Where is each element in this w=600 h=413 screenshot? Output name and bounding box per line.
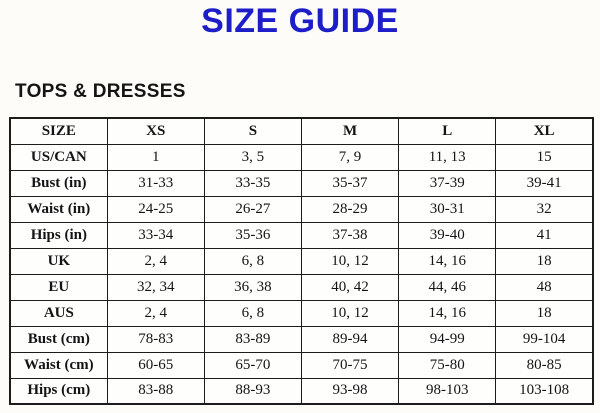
table-cell: 15: [495, 143, 594, 171]
table-cell: 37-39: [398, 169, 497, 197]
table-cell: 10, 12: [300, 247, 400, 275]
table-cell: 70-75: [300, 351, 400, 379]
row-label: UK: [9, 247, 108, 275]
table-cell: 36, 38: [203, 273, 302, 301]
table-cell: 78-83: [106, 325, 205, 353]
row-label: AUS: [9, 299, 108, 327]
table-cell: 35-37: [300, 169, 400, 197]
table-cell: 39-40: [398, 221, 497, 249]
table-cell: 32: [495, 195, 594, 223]
table-row: AUS 2, 4 6, 8 10, 12 14, 16 18: [9, 299, 594, 327]
table-cell: 35-36: [203, 221, 302, 249]
column-header: XS: [106, 117, 205, 145]
column-header: M: [300, 117, 400, 145]
size-chart-body: US/CAN 1 3, 5 7, 9 11, 13 15 Bust (in) 31-33 33-…: [9, 143, 594, 405]
table-cell: 65-70: [203, 351, 302, 379]
table-cell: 94-99: [398, 325, 497, 353]
table-cell: 48: [495, 273, 594, 301]
table-row: EU 32, 34 36, 38 40, 42 44, 46 48: [9, 273, 594, 301]
size-chart-header: SIZE XS S M L XL: [9, 117, 594, 145]
table-cell: 28-29: [300, 195, 400, 223]
table-cell: 103-108: [495, 377, 594, 405]
table-cell: 6, 8: [203, 247, 302, 275]
page-title: SIZE GUIDE: [201, 2, 399, 40]
table-cell: 89-94: [300, 325, 400, 353]
table-row: Hips (cm) 83-88 88-93 93-98 98-103 103-108: [9, 377, 594, 405]
table-cell: 6, 8: [203, 299, 302, 327]
table-cell: 14, 16: [398, 247, 497, 275]
table-row: Bust (in) 31-33 33-35 35-37 37-39 39-41: [9, 169, 594, 197]
table-cell: 80-85: [495, 351, 594, 379]
row-label: Hips (in): [9, 221, 108, 249]
table-cell: 10, 12: [300, 299, 400, 327]
table-cell: 2, 4: [106, 299, 205, 327]
table-cell: 44, 46: [398, 273, 497, 301]
table-row: Waist (in) 24-25 26-27 28-29 30-31 32: [9, 195, 594, 223]
table-cell: 14, 16: [398, 299, 497, 327]
table-cell: 98-103: [398, 377, 497, 405]
table-row: US/CAN 1 3, 5 7, 9 11, 13 15: [9, 143, 594, 171]
column-header: S: [203, 117, 302, 145]
section-heading-tops-dresses: TOPS & DRESSES: [15, 81, 186, 102]
table-cell: 18: [495, 299, 594, 327]
table-cell: 32, 34: [106, 273, 205, 301]
table-row: Waist (cm) 60-65 65-70 70-75 75-80 80-85: [9, 351, 594, 379]
table-cell: 3, 5: [203, 143, 302, 171]
table-cell: 88-93: [203, 377, 302, 405]
table-cell: 18: [495, 247, 594, 275]
table-cell: 33-35: [203, 169, 302, 197]
table-row: Bust (cm) 78-83 83-89 89-94 94-99 99-104: [9, 325, 594, 353]
table-cell: 40, 42: [300, 273, 400, 301]
table-cell: 60-65: [106, 351, 205, 379]
table-header-row: SIZE XS S M L XL: [9, 117, 594, 145]
row-label: Waist (in): [9, 195, 108, 223]
row-label: Hips (cm): [9, 377, 108, 405]
row-label: Waist (cm): [9, 351, 108, 379]
table-cell: 93-98: [300, 377, 400, 405]
table-cell: 11, 13: [398, 143, 497, 171]
table-cell: 31-33: [106, 169, 205, 197]
row-label: Bust (in): [9, 169, 108, 197]
table-cell: 75-80: [398, 351, 497, 379]
column-header: SIZE: [9, 117, 108, 145]
size-chart-table: SIZE XS S M L XL US/CAN 1 3, 5 7, 9 11, 13 15 Bust …: [9, 117, 594, 405]
column-header: L: [398, 117, 497, 145]
table-row: UK 2, 4 6, 8 10, 12 14, 16 18: [9, 247, 594, 275]
table-cell: 30-31: [398, 195, 497, 223]
table-cell: 83-89: [203, 325, 302, 353]
row-label: EU: [9, 273, 108, 301]
table-cell: 39-41: [495, 169, 594, 197]
table-cell: 24-25: [106, 195, 205, 223]
table-cell: 83-88: [106, 377, 205, 405]
table-cell: 33-34: [106, 221, 205, 249]
table-cell: 99-104: [495, 325, 594, 353]
table-cell: 7, 9: [300, 143, 400, 171]
row-label: Bust (cm): [9, 325, 108, 353]
table-cell: 26-27: [203, 195, 302, 223]
table-cell: 41: [495, 221, 594, 249]
table-cell: 37-38: [300, 221, 400, 249]
table-cell: 1: [106, 143, 205, 171]
row-label: US/CAN: [9, 143, 108, 171]
table-row: Hips (in) 33-34 35-36 37-38 39-40 41: [9, 221, 594, 249]
table-cell: 2, 4: [106, 247, 205, 275]
column-header: XL: [495, 117, 594, 145]
